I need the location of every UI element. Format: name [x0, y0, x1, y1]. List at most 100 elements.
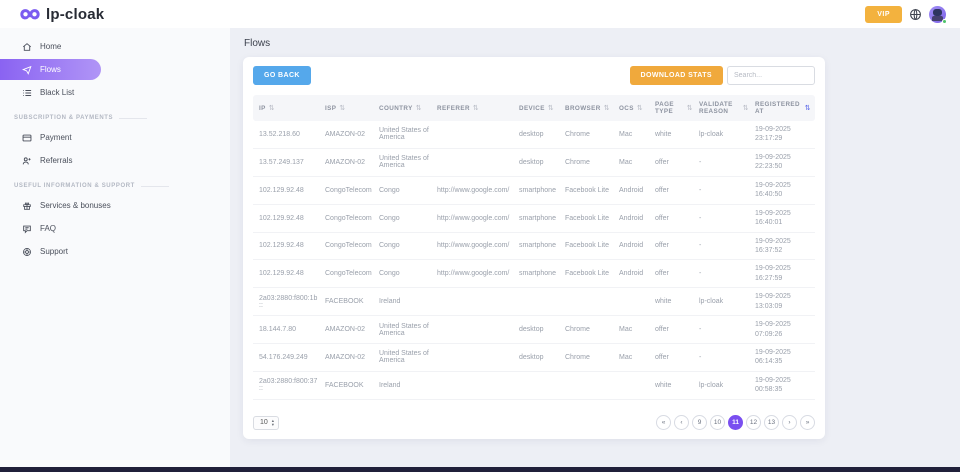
cell-validate-reason: lp-cloak	[697, 287, 753, 317]
mask-icon	[20, 8, 40, 19]
table-row: 18.144.7.80 AMAZON-02 United States of Ame…	[253, 315, 815, 344]
cell-ocs: Mac	[617, 343, 653, 372]
sort-icon[interactable]: ⇅	[547, 104, 555, 112]
faq-icon	[22, 224, 32, 234]
table-body: 13.52.218.60 AMAZON-02 United States of Am…	[253, 121, 815, 400]
cell-page-type: offer	[653, 232, 697, 261]
cell-browser: Facebook Lite	[563, 176, 617, 205]
sort-icon[interactable]: ⇅	[636, 104, 644, 112]
language-globe-icon[interactable]	[909, 8, 922, 21]
sidebar-item-services-bonuses[interactable]: Services & bonuses	[0, 195, 230, 216]
cell-registered-at: 19-09-2025 16:27:59	[753, 259, 815, 289]
cell-browser: Facebook Lite	[563, 204, 617, 233]
cell-ocs: Android	[617, 232, 653, 261]
card-footer: 10 ▴ ▾ « ‹ 9 10 11 12 13 › »	[253, 407, 815, 430]
page-button-12[interactable]: 12	[746, 415, 761, 430]
cell-isp: CongoTelecom	[323, 232, 377, 261]
column-header-isp[interactable]: ISP ⇅	[323, 95, 377, 121]
sort-icon[interactable]: ⇅	[415, 104, 422, 112]
cell-device	[517, 287, 563, 317]
cell-isp: CongoTelecom	[323, 176, 377, 205]
page-button-13[interactable]: 13	[764, 415, 779, 430]
sort-icon[interactable]: ⇅	[268, 104, 276, 112]
cell-validate-reason: lp-cloak	[697, 121, 753, 149]
flows-icon	[22, 65, 32, 75]
sort-icon[interactable]: ⇅	[804, 104, 811, 112]
page-button-9[interactable]: 9	[692, 415, 707, 430]
sidebar-item-flows[interactable]: Flows	[0, 59, 101, 80]
sort-icon[interactable]: ⇅	[339, 104, 346, 112]
cell-referer	[435, 121, 517, 149]
app-logo[interactable]: lp-cloak	[20, 6, 230, 23]
flows-table: IP ⇅ ISP ⇅ COUNTRY ⇅ REFERER ⇅ DEVICE ⇅ BROWSER ⇅ OC…	[253, 95, 815, 400]
sidebar-item-referrals[interactable]: Referrals	[0, 150, 230, 171]
cell-browser: Facebook Lite	[563, 232, 617, 261]
cell-ip: 2a03:2880:f800:1b::	[253, 287, 323, 317]
sidebar-item-payment[interactable]: Payment	[0, 127, 230, 148]
column-header-country[interactable]: COUNTRY ⇅	[377, 95, 435, 121]
download-stats-button[interactable]: DOWNLOAD STATS	[629, 66, 723, 85]
pagination: « ‹ 9 10 11 12 13 › »	[656, 415, 815, 430]
cell-page-type: offer	[653, 259, 697, 289]
cell-device: smartphone	[517, 232, 563, 261]
cell-validate-reason: -	[697, 148, 753, 177]
flows-card: GO BACK DOWNLOAD STATS IP⇅ISP⇅COUNTRY⇅RE…	[243, 57, 825, 439]
column-header-ocs[interactable]: OCS ⇅	[617, 95, 653, 121]
cell-browser: Chrome	[563, 343, 617, 372]
cell-browser: Chrome	[563, 315, 617, 344]
cell-page-type: offer	[653, 176, 697, 205]
table-row: 102.129.92.48 CongoTelecom Congo http://www…	[253, 176, 815, 205]
column-label: VALIDATE REASON	[699, 101, 733, 115]
sidebar-item-label: Referrals	[40, 156, 73, 165]
column-header-referer[interactable]: REFERER ⇅	[435, 95, 517, 121]
cell-isp: AMAZON-02	[323, 343, 377, 372]
sort-icon[interactable]: ⇅	[742, 104, 749, 112]
cell-country: Ireland	[377, 371, 435, 400]
user-avatar[interactable]	[929, 5, 947, 24]
sidebar-item-faq[interactable]: FAQ	[0, 218, 230, 239]
cell-registered-at: 19-09-2025 06:14:35	[753, 343, 815, 372]
cell-referer	[435, 287, 517, 317]
sidebar-item-label: Flows	[40, 65, 61, 74]
cell-page-type: offer	[653, 343, 697, 372]
rows-per-page-select[interactable]: 10 ▴ ▾	[253, 415, 280, 430]
cell-ip: 54.176.249.249	[253, 343, 323, 372]
cell-isp: AMAZON-02	[323, 315, 377, 344]
sidebar-item-home[interactable]: Home	[0, 36, 230, 57]
column-header-registered-at[interactable]: REGISTERED AT ⇅	[753, 95, 815, 121]
last-page-button[interactable]: »	[800, 415, 815, 430]
sort-icon[interactable]: ⇅	[686, 104, 693, 112]
cell-country: United States of America	[377, 121, 435, 149]
cell-ocs: Android	[617, 176, 653, 205]
sidebar: Home Flows Black List Subscription & paymen…	[0, 28, 230, 472]
sort-icon[interactable]: ⇅	[603, 104, 610, 112]
page-button-10[interactable]: 10	[710, 415, 725, 430]
column-header-browser[interactable]: BROWSER ⇅	[563, 95, 617, 121]
home-icon	[22, 42, 32, 52]
column-header-device[interactable]: DEVICE ⇅	[517, 95, 563, 121]
sidebar-item-black-list[interactable]: Black List	[0, 82, 230, 103]
sidebar-item-support[interactable]: Support	[0, 241, 230, 262]
go-back-button[interactable]: GO BACK	[253, 66, 311, 85]
cell-referer: http://www.google.com/	[435, 259, 517, 289]
prev-page-button[interactable]: ‹	[674, 415, 689, 430]
stepper-icon: ▴ ▾	[271, 418, 275, 427]
cell-page-type: white	[653, 121, 697, 149]
blacklist-icon	[22, 88, 32, 98]
page-button-11[interactable]: 11	[728, 415, 743, 430]
cell-device: smartphone	[517, 259, 563, 289]
sidebar-section-label: Useful information & support	[14, 183, 230, 189]
column-header-validate-reason[interactable]: VALIDATE REASON ⇅	[697, 95, 753, 121]
cell-country: United States of America	[377, 148, 435, 177]
next-page-button[interactable]: ›	[782, 415, 797, 430]
column-label: OCS	[619, 104, 634, 112]
column-header-page-type[interactable]: PAGE TYPE ⇅	[653, 95, 697, 121]
first-page-button[interactable]: «	[656, 415, 671, 430]
column-header-ip[interactable]: IP ⇅	[253, 95, 323, 121]
vip-button[interactable]: VIP	[865, 5, 902, 23]
cell-isp: AMAZON-02	[323, 121, 377, 149]
cell-browser: Facebook Lite	[563, 259, 617, 289]
search-input[interactable]	[727, 66, 815, 85]
sort-icon[interactable]: ⇅	[472, 104, 480, 112]
column-label: BROWSER	[565, 104, 601, 112]
